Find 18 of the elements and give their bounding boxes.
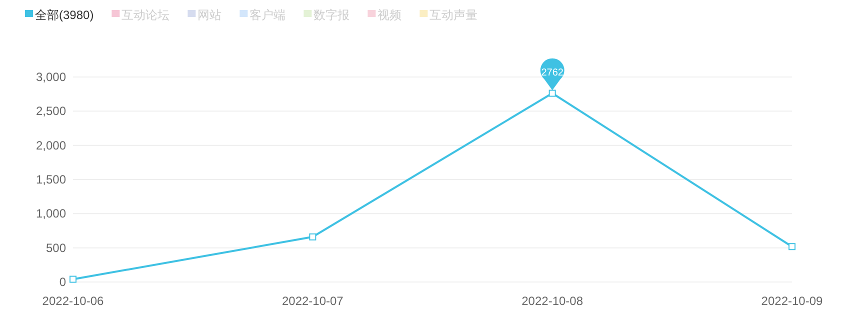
point bbox=[788, 243, 796, 250]
y-tick-label: 500 bbox=[46, 240, 66, 255]
point bbox=[548, 90, 556, 97]
annotation: 2762 bbox=[541, 67, 564, 78]
y-tick-label: 0 bbox=[59, 275, 66, 289]
x-tick-label: 2022-10-06 bbox=[42, 294, 104, 308]
point bbox=[70, 276, 76, 283]
legend-label: 全部(3980) bbox=[35, 8, 94, 22]
y-tick-label: 1,500 bbox=[36, 172, 66, 186]
y-tick-label: 1,000 bbox=[36, 206, 66, 221]
x-tick-label: 2022-10-08 bbox=[522, 294, 584, 308]
annotation: 2762 bbox=[540, 58, 564, 90]
x-tick-label: 2022-10-07 bbox=[282, 294, 344, 308]
y-tick-label: 2,000 bbox=[36, 138, 66, 152]
point bbox=[309, 233, 316, 240]
y-tick-label: 2,500 bbox=[36, 104, 66, 118]
y-tick-label: 3,000 bbox=[36, 70, 66, 84]
x-tick-label: 2022-10-09 bbox=[761, 294, 824, 308]
